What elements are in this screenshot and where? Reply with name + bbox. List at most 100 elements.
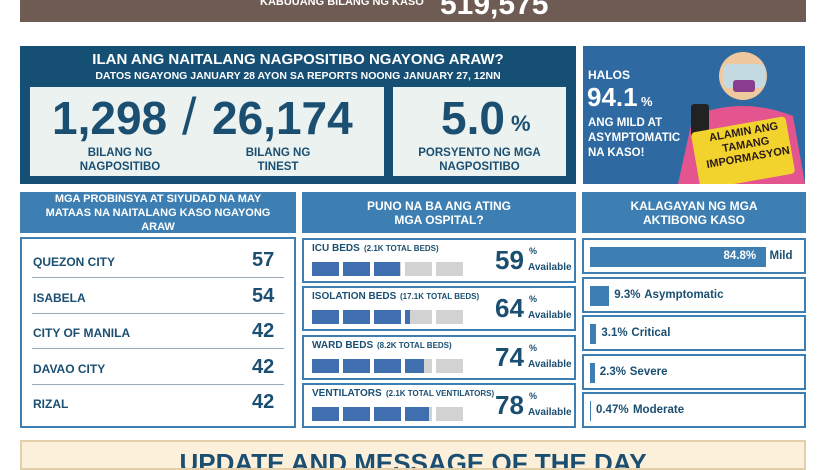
status-label: 0.47%: [595, 404, 629, 416]
banner-value: 519,575: [440, 0, 549, 21]
province-cases: 42: [252, 320, 275, 342]
status-label: 9.3%: [614, 288, 641, 301]
capacity-fill: [312, 310, 339, 325]
row-divider: [32, 348, 284, 349]
hospital-unit: %: [529, 294, 538, 305]
capacity-icon: [436, 406, 463, 421]
status-row: 3.1% Critical: [582, 315, 806, 351]
banner: KABUUANG BILANG NG KASO 519,575: [20, 0, 806, 22]
capacity-fill: [312, 406, 339, 421]
ad-text: ANG MILD AT ASYMPTOMATIC NA KASO!: [588, 117, 681, 159]
capacity-fill: [374, 406, 401, 421]
capacity-icon: [436, 310, 463, 325]
hospital-name: ICU BEDS: [312, 243, 360, 254]
positive-label: BILANG NG NAGPOSITIBO: [79, 147, 161, 173]
hospital-total: (17.1K TOTAL BEDS): [400, 292, 480, 302]
hospital-value: 74: [495, 341, 524, 372]
status-row: 2.3% Severe: [582, 353, 806, 390]
status-name: Asymptomatic: [644, 288, 724, 301]
rate-panel: 5.0 % PORSYENTO NG MGA NAGPOSITIBO: [393, 87, 566, 176]
status-name: Mild: [769, 250, 793, 262]
capacity-fill: [374, 262, 400, 276]
capacity-fill: [374, 310, 401, 325]
status-bar: [590, 324, 597, 344]
rate-unit: %: [511, 111, 531, 136]
status-row: 0.47% Moderate: [582, 392, 806, 428]
hospital-name: VENTILATORS: [312, 387, 382, 399]
hospitals-header: PUNO NA BA ANG ATING MGA OSPITAL?: [302, 192, 576, 233]
status-bar: [590, 285, 610, 306]
province-name: DAVAO CITY: [33, 361, 106, 376]
hospital-row: ISOLATION BEDS (17.1K TOTAL BEDS) 64% Avail…: [302, 286, 576, 332]
capacity-fill: [312, 358, 339, 373]
hospital-value: 64: [495, 293, 524, 324]
hospital-unit: %: [529, 246, 538, 256]
hospital-total: (2.1K TOTAL BEDS): [364, 244, 439, 253]
rate-label: PORSYENTO NG MGA NAGPOSITIBO: [418, 147, 541, 173]
hospital-row: ICU BEDS (2.1K TOTAL BEDS) 59% Available: [302, 238, 576, 283]
hospital-total: (2.1K TOTAL VENTILATORS): [386, 388, 495, 398]
hospital-unit: %: [529, 342, 538, 353]
capacity-icon: [436, 262, 463, 276]
ad-unit: %: [641, 94, 653, 109]
row-divider: [32, 312, 284, 314]
hospital-row: WARD BEDS (8.2K TOTAL BEDS) 74% Available: [302, 334, 576, 380]
province-cases: 57: [252, 249, 275, 271]
today-title: ILAN ANG NAITALANG NAGPOSITIBO NGAYONG A…: [92, 51, 504, 68]
status-bar: [590, 362, 595, 383]
capacity-icon: [405, 262, 432, 276]
capacity-fill: [343, 406, 370, 421]
capacity-fill: [405, 310, 411, 325]
tested-count: 26,174: [212, 92, 353, 144]
hospital-status: Available: [528, 310, 572, 322]
province-name: ISABELA: [33, 290, 86, 305]
hospital-status: Available: [528, 406, 572, 418]
footer-title: UPDATE AND MESSAGE OF THE DAY: [179, 448, 647, 470]
capacity-fill: [405, 406, 430, 421]
province-cases: 54: [252, 284, 275, 307]
hospital-status: Available: [528, 262, 572, 273]
capacity-fill: [343, 262, 370, 276]
separator: /: [182, 88, 197, 146]
tested-label: BILANG NG TINEST: [245, 147, 311, 173]
hospital-row: VENTILATORS (2.1K TOTAL VENTILATORS) 78% Av…: [302, 382, 576, 428]
capacity-fill: [374, 358, 401, 373]
capacity-fill: [343, 310, 370, 325]
footer: UPDATE AND MESSAGE OF THE DAY: [20, 440, 806, 470]
status-name: Severe: [629, 365, 668, 378]
status-name: Moderate: [632, 404, 685, 416]
status-row: 84.8% Mild: [582, 238, 806, 274]
row-divider: [32, 383, 284, 385]
today-panel: ILAN ANG NAITALANG NAGPOSITIBO NGAYONG A…: [20, 46, 576, 184]
status-row: 9.3% Asymptomatic: [582, 276, 806, 313]
row-divider: [32, 277, 284, 278]
page: {"banner": {"label": "KABUUANG BILANG NG…: [20, 0, 806, 470]
capacity-icon: [436, 358, 463, 373]
banner-label: KABUUANG BILANG NG KASO: [260, 0, 424, 8]
hospital-value: 59: [495, 245, 524, 275]
capacity-fill: [343, 358, 370, 373]
status-label: 2.3%: [599, 365, 626, 378]
ad-lead: HALOS: [588, 68, 630, 82]
hospital-total: (8.2K TOTAL BEDS): [377, 340, 452, 350]
province-cases: 42: [252, 391, 275, 413]
status-bar: [590, 401, 591, 421]
status-name: Critical: [631, 327, 671, 339]
rate-value: 5.0: [441, 92, 505, 144]
counts-panel: 1,298 / 26,174 BILANG NG NAGPOSITIBO BIL…: [30, 87, 384, 176]
hospital-unit: %: [529, 390, 538, 401]
capacity-fill: [312, 262, 339, 276]
hospital-name: ISOLATION BEDS: [312, 291, 397, 303]
hospital-name: WARD BEDS: [312, 339, 374, 351]
status-bar: [590, 247, 766, 267]
province-name: CITY OF MANILA: [33, 326, 131, 340]
province-name: RIZAL: [33, 397, 69, 411]
today-subtitle: DATOS NGAYONG JANUARY 28 AYON SA REPORTS…: [95, 70, 501, 82]
capacity-icon: [405, 310, 432, 325]
ad-value: 94.1: [587, 82, 638, 112]
info-ad: HALOS 94.1 % ANG MILD AT ASYMPTOMATIC NA…: [583, 46, 805, 184]
province-cases: 42: [252, 355, 275, 378]
capacity-fill: [405, 358, 424, 373]
ad-illustration: [678, 52, 805, 184]
status-label: 3.1%: [601, 327, 628, 339]
